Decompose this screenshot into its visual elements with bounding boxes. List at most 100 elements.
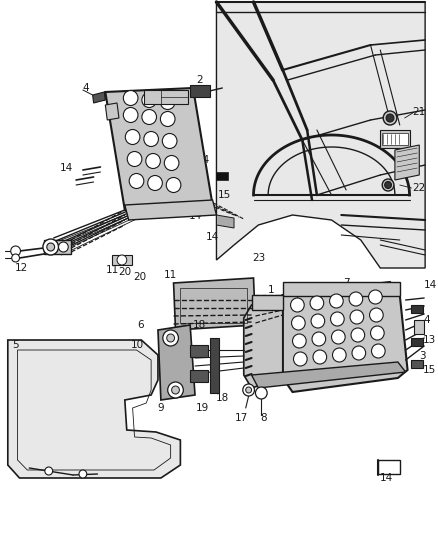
Polygon shape bbox=[173, 278, 255, 330]
Circle shape bbox=[127, 151, 142, 166]
Circle shape bbox=[243, 384, 254, 396]
Bar bbox=[411, 305, 423, 313]
Circle shape bbox=[160, 111, 175, 126]
Bar bbox=[112, 255, 132, 265]
Bar bbox=[144, 90, 188, 104]
Bar bbox=[210, 338, 219, 393]
Circle shape bbox=[164, 156, 179, 171]
Circle shape bbox=[371, 344, 385, 358]
Circle shape bbox=[382, 179, 394, 191]
Text: 7: 7 bbox=[343, 278, 350, 288]
Bar bbox=[382, 133, 408, 145]
Text: 9: 9 bbox=[158, 403, 164, 413]
Circle shape bbox=[371, 326, 384, 340]
Text: 19: 19 bbox=[196, 403, 209, 413]
Text: 14: 14 bbox=[380, 473, 393, 483]
Circle shape bbox=[47, 243, 55, 251]
Text: 23: 23 bbox=[252, 253, 265, 263]
Circle shape bbox=[79, 470, 87, 478]
Bar bbox=[190, 85, 210, 97]
Circle shape bbox=[168, 382, 184, 398]
Bar bbox=[44, 240, 71, 254]
Text: 17: 17 bbox=[235, 413, 248, 423]
Polygon shape bbox=[8, 340, 180, 478]
Bar bbox=[411, 360, 423, 368]
Circle shape bbox=[124, 108, 138, 123]
Bar bbox=[180, 288, 247, 323]
Circle shape bbox=[332, 348, 346, 362]
Circle shape bbox=[292, 316, 305, 330]
Circle shape bbox=[350, 310, 364, 324]
Text: 15: 15 bbox=[218, 190, 231, 200]
Circle shape bbox=[163, 330, 178, 346]
Text: 5: 5 bbox=[12, 340, 18, 350]
Text: 10: 10 bbox=[131, 340, 144, 350]
Text: 3: 3 bbox=[419, 351, 426, 361]
Polygon shape bbox=[92, 92, 105, 103]
Circle shape bbox=[172, 386, 180, 394]
Circle shape bbox=[12, 254, 20, 262]
Circle shape bbox=[331, 312, 344, 326]
Circle shape bbox=[349, 292, 363, 306]
Text: 6: 6 bbox=[138, 320, 144, 330]
Text: 14: 14 bbox=[424, 280, 438, 290]
Circle shape bbox=[45, 467, 53, 475]
Text: 14: 14 bbox=[206, 232, 219, 242]
Text: 11: 11 bbox=[106, 265, 119, 275]
Text: 20: 20 bbox=[118, 267, 131, 277]
Circle shape bbox=[124, 91, 138, 106]
Polygon shape bbox=[105, 88, 212, 210]
Circle shape bbox=[166, 177, 181, 192]
Text: +: + bbox=[293, 291, 302, 301]
Text: 18: 18 bbox=[193, 320, 206, 330]
Polygon shape bbox=[244, 295, 283, 388]
Text: 8: 8 bbox=[260, 413, 267, 423]
Text: 14: 14 bbox=[60, 163, 73, 173]
Text: 18: 18 bbox=[215, 393, 229, 403]
Text: 15: 15 bbox=[423, 365, 436, 375]
Circle shape bbox=[386, 114, 394, 122]
Bar bbox=[283, 282, 400, 296]
Circle shape bbox=[311, 314, 325, 328]
Text: 2: 2 bbox=[197, 75, 203, 85]
Circle shape bbox=[290, 298, 304, 312]
Circle shape bbox=[310, 296, 324, 310]
Circle shape bbox=[293, 352, 307, 366]
Circle shape bbox=[383, 111, 397, 125]
Bar bbox=[251, 295, 283, 310]
Circle shape bbox=[148, 175, 162, 190]
Text: 3: 3 bbox=[99, 93, 106, 103]
Polygon shape bbox=[216, 2, 425, 268]
Text: 4: 4 bbox=[82, 83, 89, 93]
Text: 4: 4 bbox=[423, 315, 430, 325]
Circle shape bbox=[142, 109, 156, 125]
Text: 11: 11 bbox=[164, 270, 177, 280]
Bar bbox=[378, 460, 400, 474]
Bar bbox=[190, 345, 208, 357]
Circle shape bbox=[293, 334, 306, 348]
Circle shape bbox=[385, 182, 392, 189]
Text: 20: 20 bbox=[133, 272, 146, 282]
Circle shape bbox=[117, 255, 127, 265]
Polygon shape bbox=[251, 362, 406, 388]
Polygon shape bbox=[125, 200, 216, 220]
Circle shape bbox=[142, 93, 156, 108]
Circle shape bbox=[144, 132, 159, 147]
Circle shape bbox=[370, 308, 383, 322]
Text: 21: 21 bbox=[413, 107, 426, 117]
Text: 16: 16 bbox=[263, 295, 276, 305]
Text: 14: 14 bbox=[196, 155, 210, 165]
Circle shape bbox=[125, 130, 140, 144]
Circle shape bbox=[160, 94, 175, 109]
Circle shape bbox=[368, 290, 382, 304]
Text: 13: 13 bbox=[423, 335, 436, 345]
Text: 12: 12 bbox=[15, 263, 28, 273]
Bar bbox=[380, 130, 410, 148]
Circle shape bbox=[129, 174, 144, 189]
Circle shape bbox=[351, 328, 365, 342]
Circle shape bbox=[255, 387, 267, 399]
Circle shape bbox=[313, 350, 327, 364]
Bar bbox=[411, 338, 423, 346]
Polygon shape bbox=[283, 282, 408, 392]
Text: 22: 22 bbox=[413, 183, 426, 193]
